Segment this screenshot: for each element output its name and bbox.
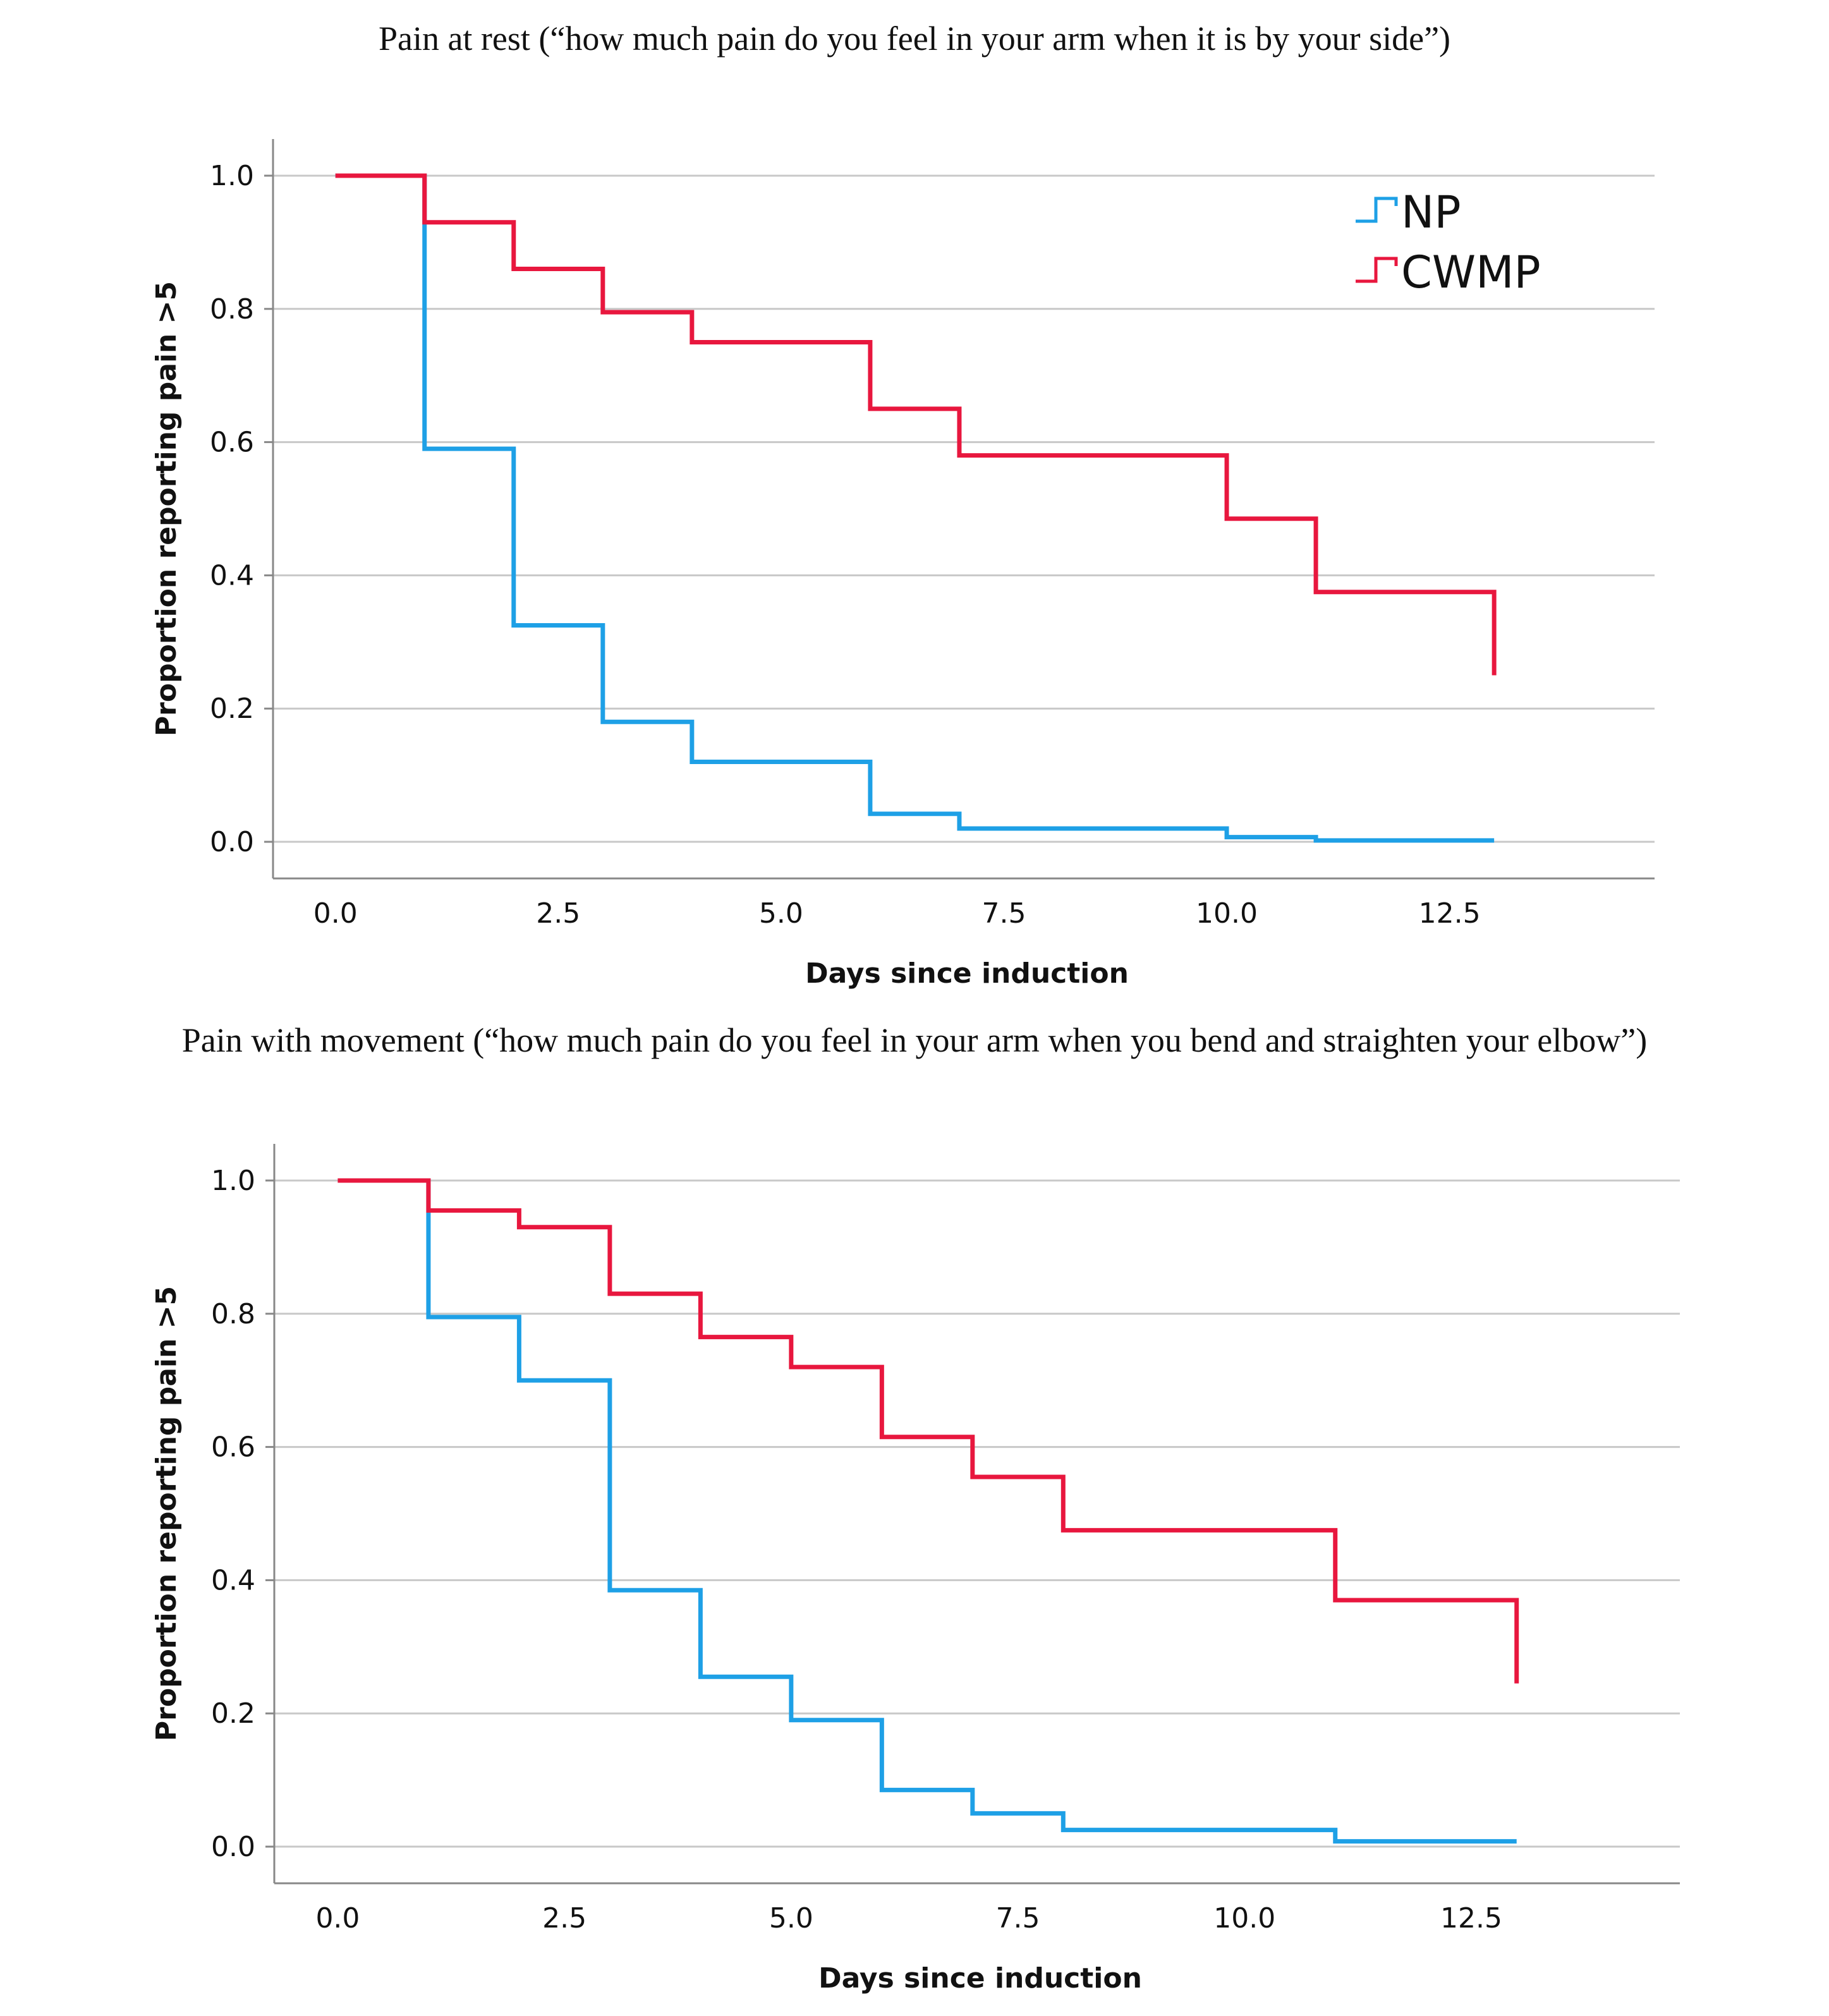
x-tick-label: 0.0 <box>313 897 358 930</box>
y-tick-label: 0.8 <box>210 293 254 325</box>
y-tick-label: 0.0 <box>210 826 254 858</box>
x-axis-label: Days since induction <box>818 1962 1142 1995</box>
chart-pain-at-rest: 0.0 0.2 0.4 0.6 0.8 1.0 0.0 2.5 5.0 7.5 10.0 12.5 Da… <box>150 139 1655 990</box>
x-tick-label: 12.5 <box>1440 1902 1502 1934</box>
x-tick-label: 12.5 <box>1419 897 1481 930</box>
legend-swatch-cwmp <box>1356 257 1398 283</box>
x-axis-label: Days since induction <box>805 957 1129 990</box>
y-tick-label: 0.6 <box>210 427 254 459</box>
y-tick-label: 1.0 <box>210 160 254 192</box>
x-tick-label: 10.0 <box>1213 1902 1275 1934</box>
y-tick-label: 0.2 <box>211 1697 255 1730</box>
x-tick-label: 5.0 <box>769 1902 813 1934</box>
y-tick-label: 0.4 <box>210 559 254 592</box>
x-tick-label: 5.0 <box>759 897 803 930</box>
y-tick-label: 0.6 <box>211 1431 255 1464</box>
y-tick-label: 1.0 <box>211 1165 255 1197</box>
legend-label-cwmp: CWMP <box>1401 246 1541 298</box>
series-line-np <box>337 1178 1517 1844</box>
chart-title-rest: Pain at rest (“how much pain do you feel… <box>378 20 1451 58</box>
y-tick-label: 0.2 <box>210 693 254 725</box>
y-tick-label: 0.0 <box>211 1831 255 1863</box>
legend-swatch-np <box>1356 197 1398 223</box>
series-line-np <box>335 173 1495 843</box>
y-tick-label: 0.8 <box>211 1298 255 1330</box>
x-tick-label: 10.0 <box>1196 897 1258 930</box>
x-tick-label: 0.0 <box>315 1902 360 1934</box>
x-tick-label: 2.5 <box>542 1902 586 1934</box>
y-axis-label: Proportion reporting pain >5 <box>150 281 183 736</box>
x-tick-label: 7.5 <box>996 1902 1040 1934</box>
x-tick-label: 7.5 <box>981 897 1026 930</box>
y-tick-label: 0.4 <box>211 1564 255 1596</box>
legend-label-np: NP <box>1401 186 1461 238</box>
series-line-cwmp <box>335 173 1497 676</box>
y-axis-label: Proportion reporting pain >5 <box>150 1286 183 1741</box>
series-line-cwmp <box>337 1178 1519 1684</box>
chart-title-movement: Pain with movement (“how much pain do yo… <box>181 1021 1648 1059</box>
chart-pain-with-movement: 0.0 0.2 0.4 0.6 0.8 1.0 0.0 2.5 5.0 7.5 10.0 12.5 Da… <box>150 1144 1680 1995</box>
x-tick-label: 2.5 <box>536 897 580 930</box>
